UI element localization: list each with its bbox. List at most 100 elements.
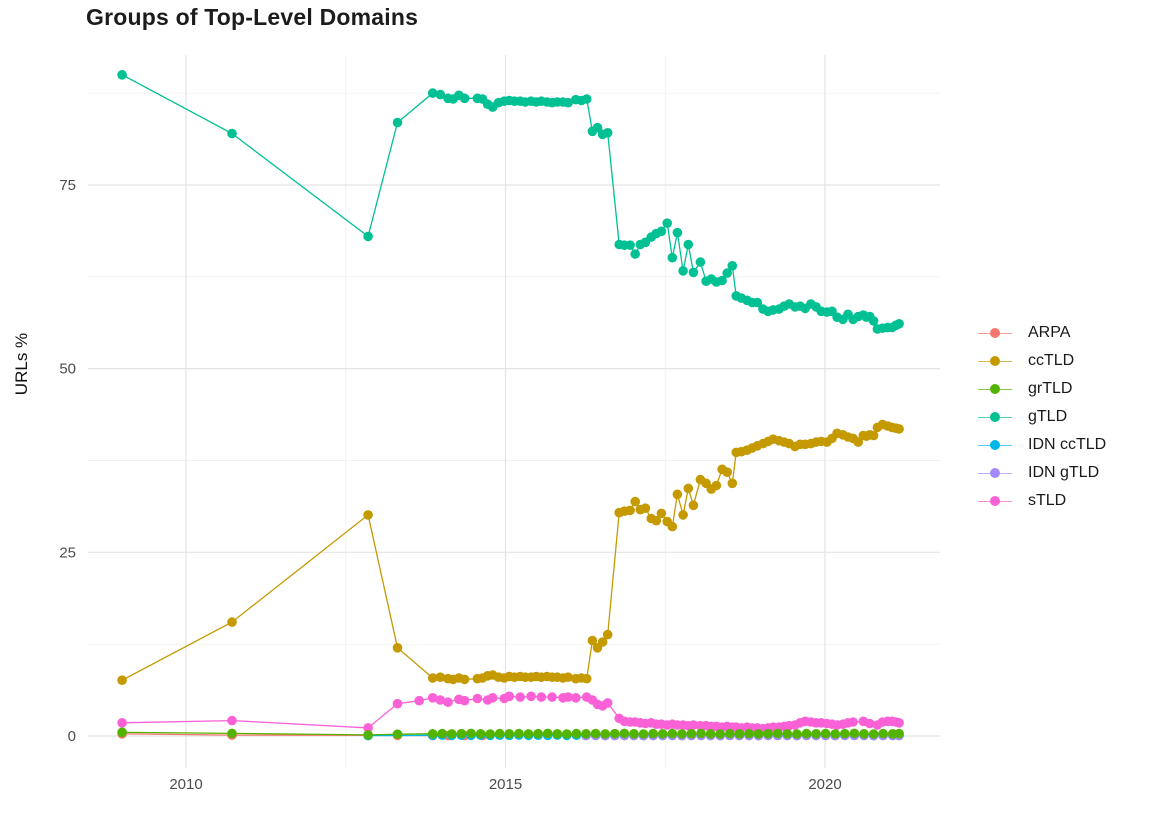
data-point [727,261,738,271]
data-point [227,728,237,739]
data-point [894,424,904,434]
y-tick-label: 25 [59,544,76,561]
data-point [227,128,237,139]
data-point [487,693,498,703]
data-point [587,635,598,646]
legend-label: IDN gTLD [1028,464,1100,481]
legend-label: IDN ccTLD [1028,436,1107,453]
data-point [656,226,667,237]
data-point [630,496,640,507]
data-point [581,729,591,739]
legend-key-icon [978,439,1012,451]
data-point [597,637,608,647]
data-point [629,729,639,739]
data-point [688,500,699,511]
data-point [772,728,783,739]
data-point [868,430,879,441]
data-point [801,728,812,739]
gridlines-minor [88,55,940,768]
data-point [427,693,438,703]
data-point [686,728,697,739]
data-point [435,695,446,705]
data-point [840,728,850,739]
data-point [117,718,127,728]
legend-label: gTLD [1028,408,1068,425]
data-point [711,480,722,491]
data-point [363,723,373,733]
data-point [602,698,613,708]
data-point [782,729,793,739]
data-point [763,728,773,739]
data-point [792,729,802,739]
data-point [734,729,745,739]
data-point [678,510,688,520]
data-point [688,720,699,730]
legend-key-icon [978,411,1012,423]
data-point [435,672,446,682]
legend-item-idn-gtld: IDN gTLD [978,459,1106,487]
series-cctld [117,419,904,685]
data-point [437,728,448,739]
legend-key-icon [978,383,1012,395]
data-point [563,692,573,702]
data-point [753,729,764,739]
legend-key-icon [978,355,1012,367]
data-point [705,729,716,739]
data-point [717,275,727,286]
data-point [392,117,403,128]
data-point [562,729,572,739]
data-point [864,718,875,729]
data-point [678,266,688,276]
data-point [683,483,694,494]
data-point [722,467,732,478]
data-point [894,728,904,739]
data-point [610,728,620,739]
data-point [117,675,127,685]
data-point [571,693,581,703]
data-point [515,692,525,702]
legend: ARPA ccTLD grTLD gTLD IDN ccTLD IDN gTLD… [978,319,1106,515]
data-point [602,629,613,640]
data-point [443,697,453,707]
data-point [600,729,610,739]
data-point [494,728,505,739]
data-point [727,478,738,489]
data-point [625,240,635,250]
data-point [547,692,557,702]
data-point [363,730,373,740]
data-point [619,728,630,739]
data-point [526,691,536,702]
data-point [504,729,515,739]
chart-title: Groups of Top-Level Domains [86,4,419,30]
data-point [581,94,592,104]
data-point [392,729,403,739]
data-point [533,728,543,739]
data-point [466,728,476,739]
data-point [662,218,672,228]
data-point [427,673,438,683]
data-point [677,729,687,739]
legend-item-idn-cctld: IDN ccTLD [978,431,1106,459]
data-point [695,257,706,267]
data-point [696,728,706,739]
data-point [563,672,573,682]
data-point [472,693,483,704]
legend-item-arpa: ARPA [978,319,1106,347]
x-tick-label: 2010 [169,776,202,793]
data-point [878,728,888,739]
data-point [590,728,601,739]
legend-key-icon [978,467,1012,479]
data-point [625,505,635,516]
data-point [571,728,582,739]
data-point [227,617,237,627]
data-point [868,316,879,326]
legend-item-cctld: ccTLD [978,347,1106,375]
data-point [667,252,678,263]
data-point [475,729,486,739]
data-point [715,729,725,739]
data-point [672,489,683,500]
data-point [672,227,683,238]
data-point [523,729,534,739]
data-point [894,319,904,329]
gridlines-major [88,55,940,768]
